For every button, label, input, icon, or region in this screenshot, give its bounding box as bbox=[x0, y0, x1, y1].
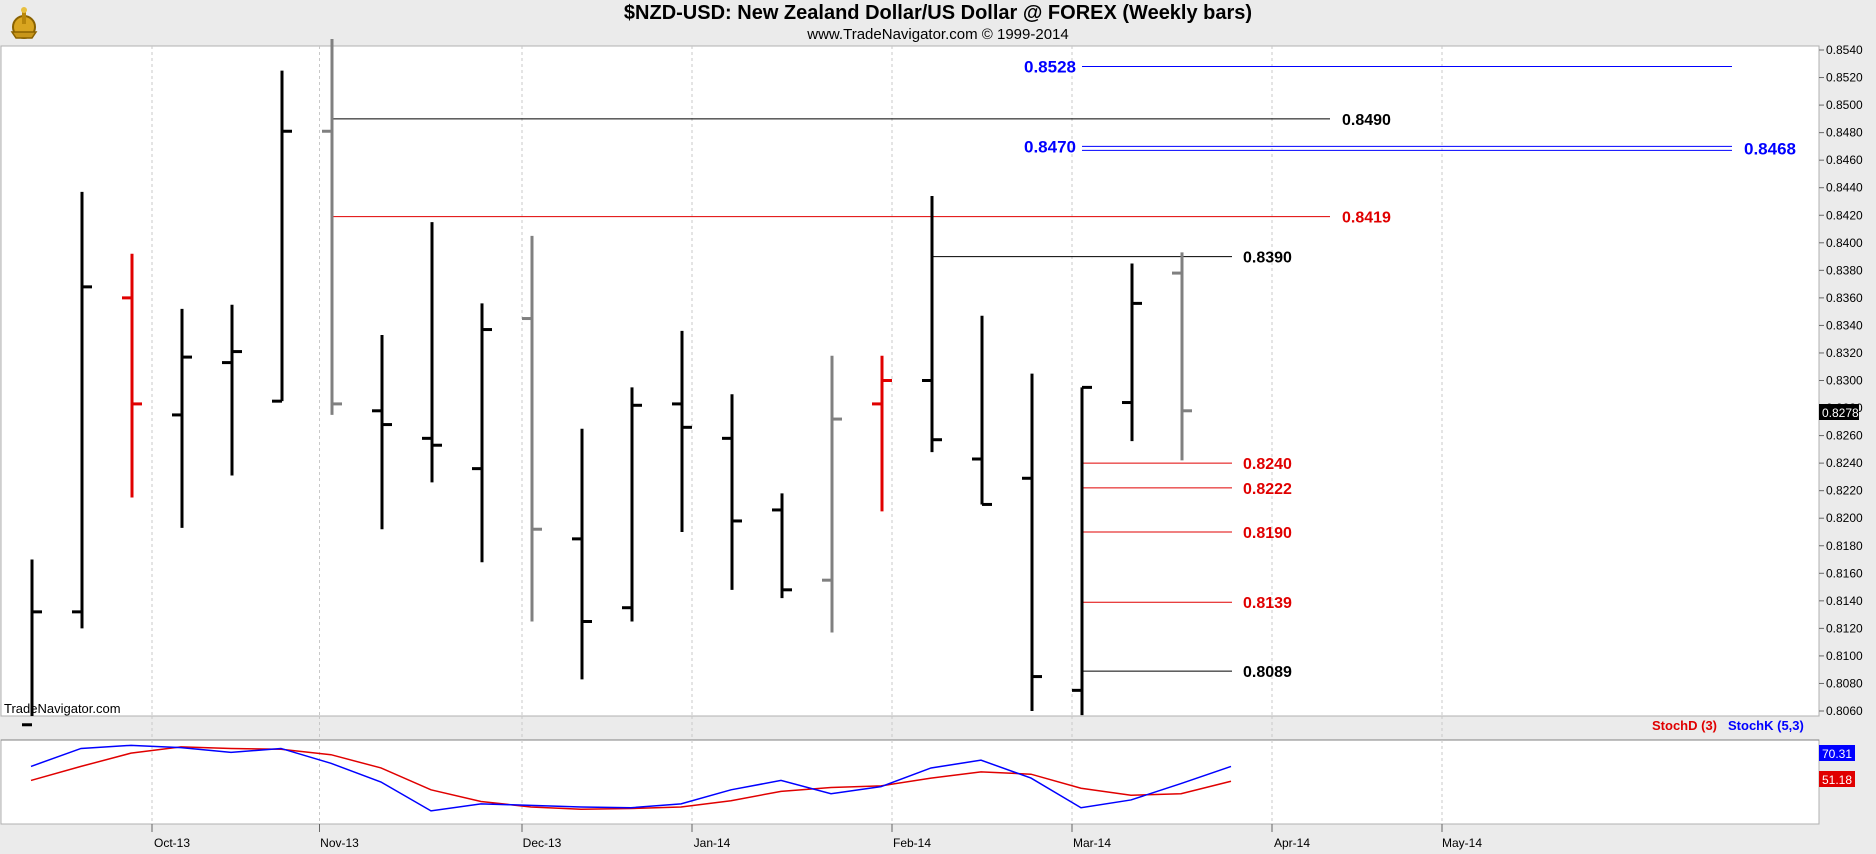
chart-title: $NZD-USD: New Zealand Dollar/US Dollar @… bbox=[623, 2, 1253, 24]
x-tick-label: Jan-14 bbox=[694, 836, 731, 850]
ohlc-bar bbox=[522, 235, 542, 622]
ohlc-bar bbox=[172, 308, 192, 528]
x-tick-label: May-14 bbox=[1442, 836, 1482, 850]
x-tick-label: Apr-14 bbox=[1274, 836, 1310, 850]
y-tick-label: 0.8500 bbox=[1826, 98, 1863, 112]
ohlc-bar bbox=[422, 222, 442, 483]
y-tick-label: 0.8200 bbox=[1826, 511, 1863, 525]
level-label: 0.8528 bbox=[1024, 58, 1076, 77]
last-price-box bbox=[1819, 404, 1859, 420]
y-tick-label: 0.8380 bbox=[1826, 263, 1863, 277]
y-tick-label: 0.8420 bbox=[1826, 208, 1863, 222]
stochk-value-label: 70.31 bbox=[1822, 747, 1852, 761]
level-label: 0.8139 bbox=[1243, 595, 1292, 612]
y-tick-label: 0.8060 bbox=[1826, 704, 1863, 718]
level-label: 0.8240 bbox=[1243, 456, 1292, 473]
ohlc-bar bbox=[622, 387, 642, 622]
level-label: 0.8468 bbox=[1744, 139, 1796, 158]
y-tick-label: 0.8460 bbox=[1826, 153, 1863, 167]
x-tick-label: Mar-14 bbox=[1073, 836, 1111, 850]
ohlc-bar bbox=[72, 191, 92, 629]
ohlc-bar bbox=[672, 330, 692, 532]
y-tick-label: 0.8340 bbox=[1826, 318, 1863, 332]
ohlc-bar bbox=[722, 394, 742, 590]
x-tick-label: Oct-13 bbox=[154, 836, 190, 850]
x-tick-label: Feb-14 bbox=[893, 836, 931, 850]
stochk-legend: StochK (5,3) bbox=[1728, 718, 1804, 733]
ohlc-bar bbox=[772, 493, 792, 599]
y-tick-label: 0.8320 bbox=[1826, 346, 1863, 360]
stochk-value-box bbox=[1819, 745, 1855, 761]
y-tick-label: 0.8100 bbox=[1826, 649, 1863, 663]
y-tick-label: 0.8400 bbox=[1826, 236, 1863, 250]
ohlc-bar bbox=[572, 428, 592, 680]
y-tick-label: 0.8360 bbox=[1826, 291, 1863, 305]
level-label: 0.8390 bbox=[1243, 250, 1292, 267]
ohlc-bar bbox=[22, 559, 42, 727]
chart-subtitle: www.TradeNavigator.com © 1999-2014 bbox=[807, 26, 1069, 43]
level-label: 0.8490 bbox=[1342, 112, 1391, 129]
price-panel bbox=[0, 45, 1820, 717]
ohlc-bar bbox=[122, 253, 142, 498]
stochd-value-box bbox=[1819, 771, 1855, 787]
ohlc-bar bbox=[972, 315, 992, 506]
y-tick-label: 0.8140 bbox=[1826, 594, 1863, 608]
y-tick-label: 0.8160 bbox=[1826, 566, 1863, 580]
ohlc-bar bbox=[222, 304, 242, 476]
stochd-legend: StochD (3) bbox=[1652, 718, 1717, 733]
level-label: 0.8419 bbox=[1342, 210, 1391, 227]
y-tick-label: 0.8120 bbox=[1826, 621, 1863, 635]
ohlc-bar bbox=[272, 70, 292, 403]
level-label: 0.8190 bbox=[1243, 525, 1292, 542]
y-tick-label: 0.8540 bbox=[1826, 43, 1863, 57]
price-plot-area: 0.8528 0.8490 0.8470 0.8468 0.8419 0.8390 0.82… bbox=[0, 38, 1820, 825]
stochd-value-label: 51.18 bbox=[1822, 773, 1852, 787]
y-tick-label: 0.8240 bbox=[1826, 456, 1863, 470]
ohlc-bar bbox=[372, 335, 392, 530]
ohlc-bar bbox=[922, 195, 942, 453]
ohlc-bar bbox=[1122, 263, 1142, 442]
ohlc-bar bbox=[1072, 385, 1092, 716]
y-tick-label: 0.8220 bbox=[1826, 484, 1863, 498]
ohlc-bar bbox=[1172, 252, 1192, 461]
chart-header: $NZD-USD: New Zealand Dollar/US Dollar @… bbox=[0, 0, 1876, 46]
ohlc-bar bbox=[872, 355, 892, 512]
y-tick-label: 0.8440 bbox=[1826, 181, 1863, 195]
y-tick-label: 0.8080 bbox=[1826, 676, 1863, 690]
watermark-text: TradeNavigator.com bbox=[4, 701, 121, 716]
y-tick-label: 0.8260 bbox=[1826, 429, 1863, 443]
level-label: 0.8470 bbox=[1024, 137, 1076, 156]
y-tick-label: 0.8520 bbox=[1826, 71, 1863, 85]
y-tick-label: 0.8300 bbox=[1826, 374, 1863, 388]
x-tick-label: Nov-13 bbox=[320, 836, 359, 850]
ohlc-bar bbox=[1022, 373, 1042, 711]
level-label: 0.8222 bbox=[1243, 481, 1292, 498]
trade-navigator-logo bbox=[4, 2, 44, 42]
ohlc-bar bbox=[822, 355, 842, 633]
level-label: 0.8089 bbox=[1243, 664, 1292, 681]
x-tick-label: Dec-13 bbox=[523, 836, 562, 850]
stochk-line bbox=[30, 744, 1232, 812]
ohlc-bar bbox=[472, 303, 492, 563]
y-tick-label: 0.8180 bbox=[1826, 539, 1863, 553]
ohlc-bar bbox=[322, 38, 342, 415]
last-price-label: 0.8278 bbox=[1822, 406, 1859, 420]
y-tick-label: 0.8480 bbox=[1826, 126, 1863, 140]
stochd-line bbox=[30, 746, 1232, 811]
